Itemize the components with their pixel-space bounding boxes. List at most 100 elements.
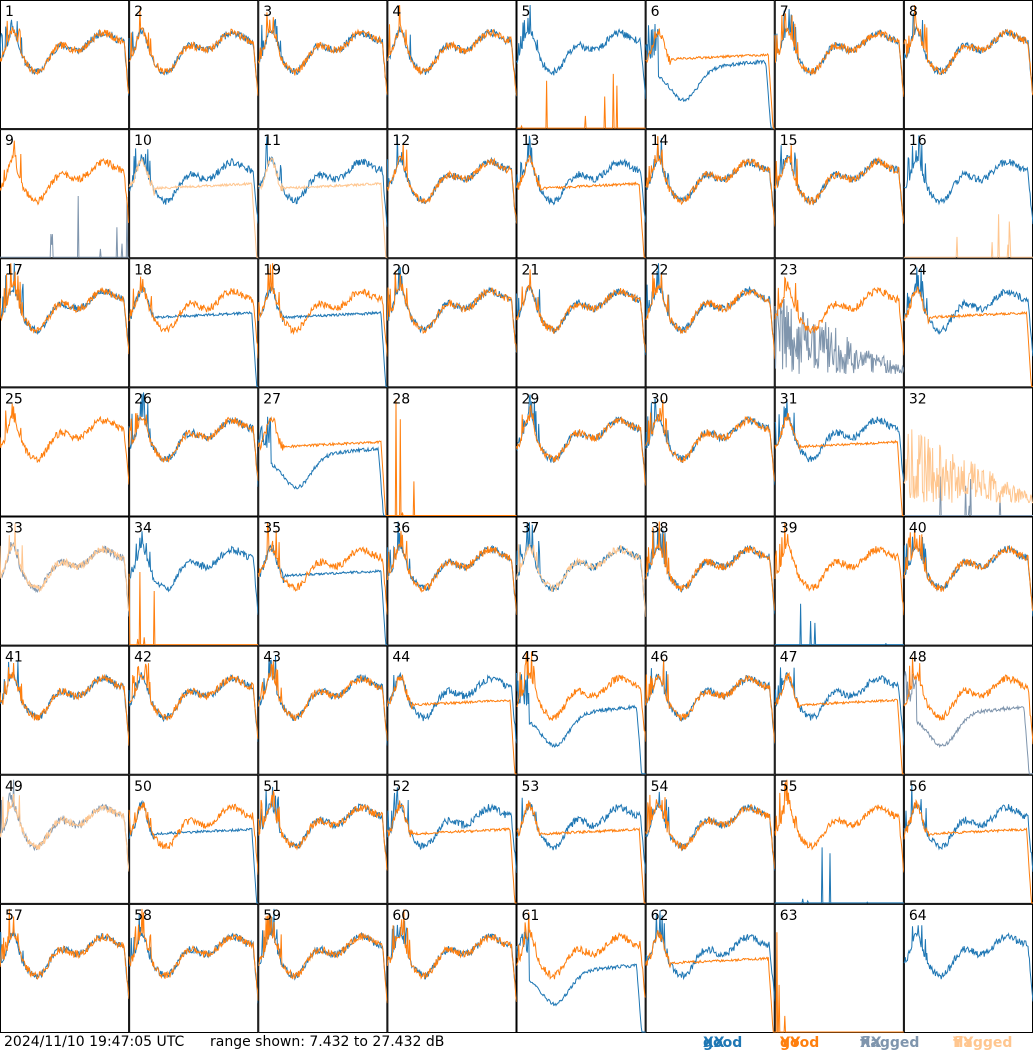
- spectrum-yy-line: [0, 908, 130, 999]
- panel-16: 16: [903, 129, 1033, 259]
- spectrum-yy-line: [516, 800, 646, 904]
- panel-frame: [129, 774, 259, 904]
- panel-number-label: 32: [909, 391, 927, 407]
- spectrum-yy-line: [774, 13, 905, 98]
- spectrum-yy-line: [128, 413, 259, 482]
- panel-20: 20: [386, 258, 517, 388]
- panel-frame: [774, 129, 904, 259]
- panel-frame: [258, 387, 388, 517]
- panel-frame: [645, 774, 775, 904]
- spectrum-yy-line: [645, 399, 776, 482]
- panel-30: 30: [645, 387, 776, 517]
- panel-frame: [516, 903, 646, 1033]
- panel-frame: [645, 0, 775, 130]
- panel-60: 60: [386, 903, 517, 1033]
- panel-frame: [387, 0, 517, 130]
- panel-46: 46: [645, 645, 776, 775]
- panel-45: 45: [516, 645, 647, 775]
- spectrum-yy-line: [903, 429, 1033, 504]
- panel-number-label: 6: [651, 4, 660, 20]
- spectrum-xx-line: [386, 521, 517, 615]
- panel-number-label: 1: [5, 4, 14, 20]
- panel-frame: [645, 516, 775, 646]
- spectrum-xx-line: [774, 603, 904, 646]
- spectrum-yy-line: [128, 276, 259, 359]
- panel-number-label: 4: [392, 4, 401, 20]
- panel-frame: [258, 0, 388, 130]
- panel-48: 48: [903, 645, 1033, 775]
- panel-51: 51: [257, 774, 388, 904]
- panel-frame: [258, 774, 388, 904]
- spectrum-yy-line: [645, 659, 776, 744]
- panel-frame: [129, 258, 259, 388]
- panel-frame: [0, 387, 130, 517]
- panel-18: 18: [128, 258, 259, 388]
- panel-frame: [903, 774, 1033, 904]
- range-text: range shown: 7.432 to 27.432 dB: [210, 1034, 445, 1050]
- panel-frame: [387, 903, 517, 1033]
- panel-frame: [387, 774, 517, 904]
- panel-36: 36: [386, 516, 517, 646]
- panel-number-label: 27: [263, 391, 281, 407]
- spectrum-yy-line: [128, 802, 259, 875]
- panel-number-label: 35: [263, 521, 281, 537]
- panel-47: 47: [774, 645, 905, 775]
- spectrum-xx-line: [903, 12, 1033, 95]
- panel-number-label: 7: [780, 4, 789, 20]
- panel-number-label: 54: [651, 779, 669, 795]
- panel-58: 58: [128, 903, 259, 1033]
- panel-5: 5: [516, 0, 647, 130]
- spectrum-xx-line: [257, 786, 388, 870]
- panel-34: 34: [128, 516, 259, 646]
- panel-number-label: 3: [263, 4, 272, 20]
- panel-frame: [258, 903, 388, 1033]
- panel-number-label: 25: [5, 391, 23, 407]
- panel-number-label: 50: [134, 779, 152, 795]
- panel-number-label: 63: [780, 908, 798, 924]
- panel-frame: [645, 903, 775, 1033]
- panel-42: 42: [128, 645, 259, 775]
- panel-number-label: 44: [392, 650, 410, 666]
- panel-21: 21: [516, 258, 647, 388]
- panel-number-label: 56: [909, 779, 927, 795]
- panel-2: 2: [128, 0, 259, 130]
- spectrum-yy-line: [386, 144, 517, 224]
- panel-13: 13: [516, 129, 647, 259]
- spectrum-yy-line: [774, 779, 905, 873]
- panel-frame: [387, 516, 517, 646]
- panel-frame: [129, 387, 259, 517]
- panel-frame: [0, 258, 130, 388]
- spectrum-yy-line: [386, 674, 517, 775]
- panel-62: 62: [645, 903, 776, 1033]
- panel-frame: [516, 129, 646, 259]
- panel-number-label: 34: [134, 521, 152, 537]
- spectrum-yy-line: [645, 521, 776, 611]
- panel-number-label: 12: [392, 133, 410, 149]
- spectrum-yy-line: [0, 793, 130, 872]
- spectrum-yy-line: [903, 798, 1033, 904]
- spectrum-xx-line: [257, 416, 388, 516]
- spectrum-xx-line: [903, 925, 1033, 1002]
- spectrum-yy-line: [903, 657, 1033, 745]
- panel-37: 37: [516, 516, 647, 646]
- spectrum-yy-line: [386, 530, 517, 615]
- panel-number-label: 59: [263, 908, 281, 924]
- panel-frame: [129, 0, 259, 130]
- panel-number-label: 16: [909, 133, 927, 149]
- spectrum-xx-line: [128, 531, 259, 615]
- panel-number-label: 55: [780, 779, 798, 795]
- panel-number-label: 17: [5, 262, 23, 278]
- panel-frame: [516, 258, 646, 388]
- panel-frame: [645, 645, 775, 775]
- panel-31: 31: [774, 387, 905, 517]
- spectrum-yy-line: [257, 661, 388, 741]
- panel-number-label: 24: [909, 262, 927, 278]
- panel-number-label: 8: [909, 4, 918, 20]
- panel-32: 32: [903, 387, 1033, 517]
- panel-frame: [774, 903, 904, 1033]
- panel-26: 26: [128, 387, 259, 517]
- panel-number-label: 19: [263, 262, 281, 278]
- spectrum-xx-line: [258, 136, 388, 228]
- panel-number-label: 33: [5, 521, 23, 537]
